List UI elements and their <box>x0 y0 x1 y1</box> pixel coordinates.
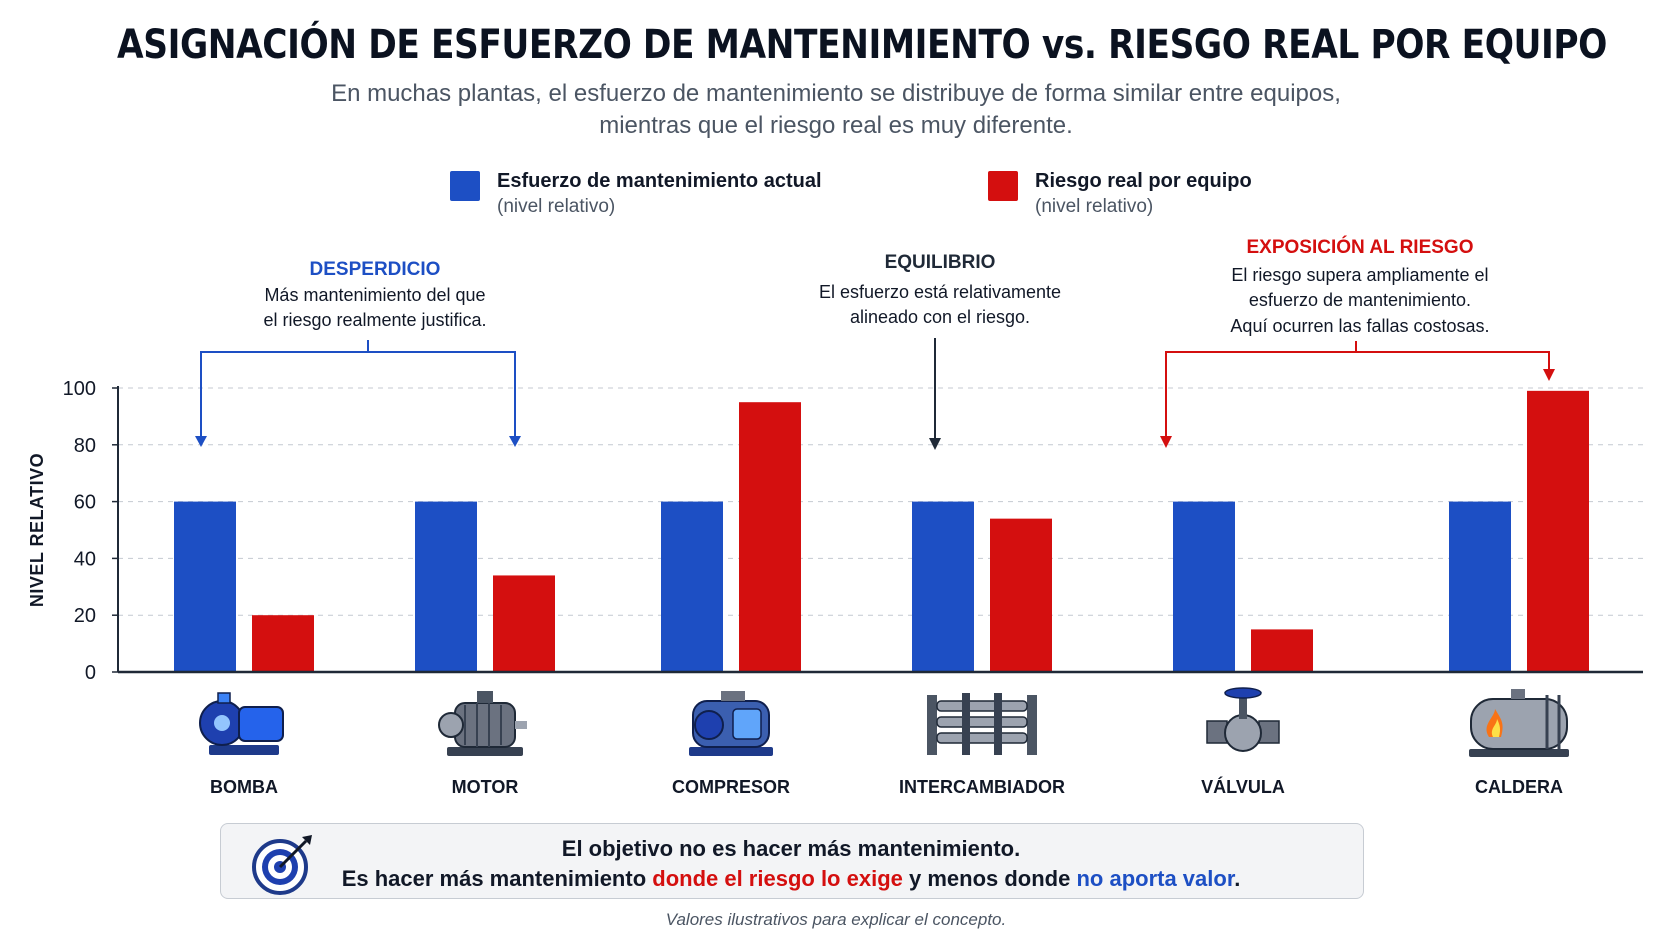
arrowhead-balance <box>929 438 941 450</box>
annotation-waste-title: DESPERDICIO <box>309 259 441 280</box>
x-category-label: INTERCAMBIADOR <box>899 777 1065 797</box>
conclusion-line-2: Es hacer más mantenimiento donde el ries… <box>341 866 1241 891</box>
y-tick-label: 100 <box>63 378 96 400</box>
arrowhead-exposure-left <box>1160 436 1172 448</box>
bracket-exposure <box>1165 341 1550 438</box>
heat-exchanger-icon <box>927 693 1037 755</box>
bar-risk-caldera <box>1527 390 1589 672</box>
x-category-label: VÁLVULA <box>1201 776 1285 797</box>
arrowhead-waste-right <box>509 436 521 447</box>
chart-title: ASIGNACIÓN DE ESFUERZO DE MANTENIMIENTO … <box>117 22 1608 68</box>
bar-effort-válvula <box>1173 501 1235 672</box>
conclusion-value-phrase: no aporta valor <box>1076 866 1235 891</box>
conclusion-line-1: El objetivo no es hacer más mantenimient… <box>561 836 1021 861</box>
motor-icon <box>438 691 527 756</box>
legend-swatch-effort <box>450 171 480 201</box>
annotation-balance-line-1: El esfuerzo está relativamente <box>818 282 1062 302</box>
pump-icon <box>199 692 284 755</box>
annotation-waste-line-2: el riesgo realmente justifica. <box>263 310 487 330</box>
arrowhead-exposure-right <box>1543 369 1555 381</box>
y-tick-label: 60 <box>74 492 96 514</box>
bar-effort-motor <box>415 501 477 672</box>
x-category-label: BOMBA <box>210 777 278 797</box>
y-axis-label: NIVEL RELATIVO <box>27 453 47 607</box>
conclusion-risk-phrase: donde el riesgo lo exige <box>652 866 903 891</box>
bar-effort-caldera <box>1449 501 1511 672</box>
annotation-exposure-line-3: Aquí ocurren las fallas costosas. <box>1230 316 1490 336</box>
y-tick-label: 0 <box>85 662 96 684</box>
annotation-exposure-line-1: El riesgo supera ampliamente el <box>1231 265 1489 285</box>
subtitle-line-2: mientras que el riesgo real es muy difer… <box>599 112 1073 139</box>
x-category-label: MOTOR <box>452 777 519 797</box>
bracket-waste <box>200 340 516 438</box>
annotation-waste-line-1: Más mantenimiento del que <box>264 285 486 305</box>
bar-effort-intercambiador <box>912 501 974 672</box>
legend-sub-risk: (nivel relativo) <box>1035 196 1154 217</box>
x-category-label: COMPRESOR <box>672 777 790 797</box>
target-icon <box>252 835 312 895</box>
bar-risk-compresor <box>739 402 801 672</box>
annotation-exposure-title: EXPOSICIÓN AL RIESGO <box>1246 237 1474 258</box>
bar-effort-compresor <box>661 501 723 672</box>
bar-risk-motor <box>493 575 555 672</box>
y-tick-label: 20 <box>74 605 96 627</box>
footnote: Valores ilustrativos para explicar el co… <box>665 910 1007 929</box>
boiler-icon <box>1469 689 1569 757</box>
bar-risk-bomba <box>252 615 314 672</box>
x-category-label: CALDERA <box>1475 777 1563 797</box>
subtitle-line-1: En muchas plantas, el esfuerzo de manten… <box>331 80 1341 107</box>
y-tick-label: 80 <box>74 435 96 457</box>
legend-label-risk: Riesgo real por equipo <box>1035 170 1252 192</box>
legend-sub-effort: (nivel relativo) <box>497 196 616 217</box>
bar-risk-intercambiador <box>990 518 1052 672</box>
annotation-balance-line-2: alineado con el riesgo. <box>849 307 1031 327</box>
annotation-exposure-line-2: esfuerzo de mantenimiento. <box>1248 290 1472 310</box>
compressor-icon <box>689 691 773 756</box>
bar-risk-válvula <box>1251 629 1313 672</box>
valve-icon <box>1206 687 1280 752</box>
annotation-balance-title: EQUILIBRIO <box>884 252 996 273</box>
bar-effort-bomba <box>174 501 236 672</box>
legend-label-effort: Esfuerzo de mantenimiento actual <box>497 170 822 192</box>
legend-swatch-risk <box>988 171 1018 201</box>
y-tick-label: 40 <box>74 548 96 570</box>
conclusion-box <box>220 823 1364 899</box>
arrowhead-waste-left <box>195 436 207 447</box>
